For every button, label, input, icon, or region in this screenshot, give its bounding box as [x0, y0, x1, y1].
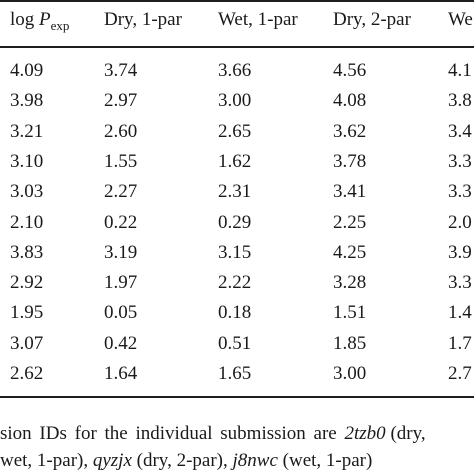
table-cell: 3.83 — [10, 241, 44, 263]
table-cell: 3.15 — [218, 241, 252, 263]
table-cell: 3.21 — [10, 120, 44, 142]
header-dry-2-par: Dry, 2-par — [333, 9, 411, 30]
table-cell: 2.10 — [10, 211, 44, 233]
table-cell: 2.25 — [333, 211, 367, 233]
table-cell: 1.4 — [448, 302, 472, 324]
submission-id: j8nwc — [232, 450, 278, 471]
table-cell: 3.8 — [448, 90, 472, 112]
table-bottom-rule — [0, 396, 474, 398]
table-cell: 2.0 — [448, 211, 472, 233]
table-cell: 2.92 — [10, 272, 44, 294]
footnote-line-2: wet, 1-par), qyzjx (dry, 2-par), j8nwc (… — [0, 451, 372, 470]
table-cell: 0.18 — [218, 302, 252, 324]
table-cell: 4.1 — [448, 60, 472, 81]
table-cell: 2.65 — [218, 120, 252, 142]
table-cell: 0.29 — [218, 211, 252, 233]
table-cell: 0.42 — [104, 332, 138, 354]
table-cell: 0.22 — [104, 211, 138, 233]
table-cell: 3.19 — [104, 241, 138, 263]
table-cell: 3.03 — [10, 181, 44, 203]
table-cell: 2.97 — [104, 90, 138, 112]
table-cell: 1.51 — [333, 302, 367, 324]
header-dry-1-par: Dry, 1-par — [104, 9, 182, 30]
footnote-text: (dry, 2-par), — [131, 450, 233, 471]
table-cell: 0.05 — [104, 302, 138, 324]
table-cell: 1.65 — [218, 363, 252, 384]
table-cell: 3.3 — [448, 181, 472, 203]
footnote-text: sion IDs for the individual submission a… — [0, 423, 345, 444]
table-cell: 3.66 — [218, 60, 252, 81]
header-exp-subscript: exp — [50, 18, 70, 33]
table-header-rule — [0, 46, 474, 48]
table-cell: 3.00 — [218, 90, 252, 112]
footnote-text: (wet, 1-par) — [277, 450, 373, 471]
table-cell: 0.51 — [218, 332, 252, 354]
table-cell: 3.98 — [10, 90, 44, 112]
table-cell: 1.62 — [218, 150, 252, 172]
table-cell: 2.22 — [218, 272, 252, 294]
table-cell: 3.62 — [333, 120, 367, 142]
table-cell: 1.64 — [104, 363, 138, 384]
table-cell: 4.25 — [333, 241, 367, 263]
table-cell: 1.95 — [10, 302, 44, 324]
table-cell: 1.97 — [104, 272, 138, 294]
table-cell: 3.4 — [448, 120, 472, 142]
table-cell: 3.3 — [448, 272, 472, 294]
footnote-line-1: sion IDs for the individual submission a… — [0, 424, 426, 443]
table-cell: 3.41 — [333, 181, 367, 203]
table-cell: 3.00 — [333, 363, 367, 384]
table-cell: 2.31 — [218, 181, 252, 203]
footnote-text: wet, 1-par), — [0, 450, 93, 471]
table-cell: 3.78 — [333, 150, 367, 172]
table-cell: 3.74 — [104, 60, 138, 81]
table-cell: 2.27 — [104, 181, 138, 203]
table-cell: 2.60 — [104, 120, 138, 142]
table-cell: 3.10 — [10, 150, 44, 172]
header-log-label: log — [10, 9, 40, 30]
table-top-rule — [0, 0, 474, 2]
header-wet-1-par: Wet, 1-par — [218, 9, 298, 30]
table-cell: 3.3 — [448, 150, 472, 172]
table-cell: 1.7 — [448, 332, 472, 354]
table-cell: 2.7 — [448, 363, 472, 384]
table-cell: 3.28 — [333, 272, 367, 294]
footnote-text: (dry, — [385, 423, 426, 444]
table-cell: 2.62 — [10, 363, 44, 384]
header-log-p-exp: log Pexp — [10, 9, 69, 32]
table-cell: 1.85 — [333, 332, 367, 354]
table-cell: 3.9 — [448, 241, 472, 263]
table-cell: 4.09 — [10, 60, 44, 81]
header-wet-2-par-truncated: We — [448, 9, 473, 30]
table-cell: 1.55 — [104, 150, 138, 172]
submission-id: 2tzb0 — [344, 423, 386, 444]
submission-id: qyzjx — [92, 450, 132, 471]
table-cell: 4.08 — [333, 90, 367, 112]
table-cell: 4.56 — [333, 60, 367, 81]
table-cell: 3.07 — [10, 332, 44, 354]
header-p-variable: P — [39, 9, 51, 30]
